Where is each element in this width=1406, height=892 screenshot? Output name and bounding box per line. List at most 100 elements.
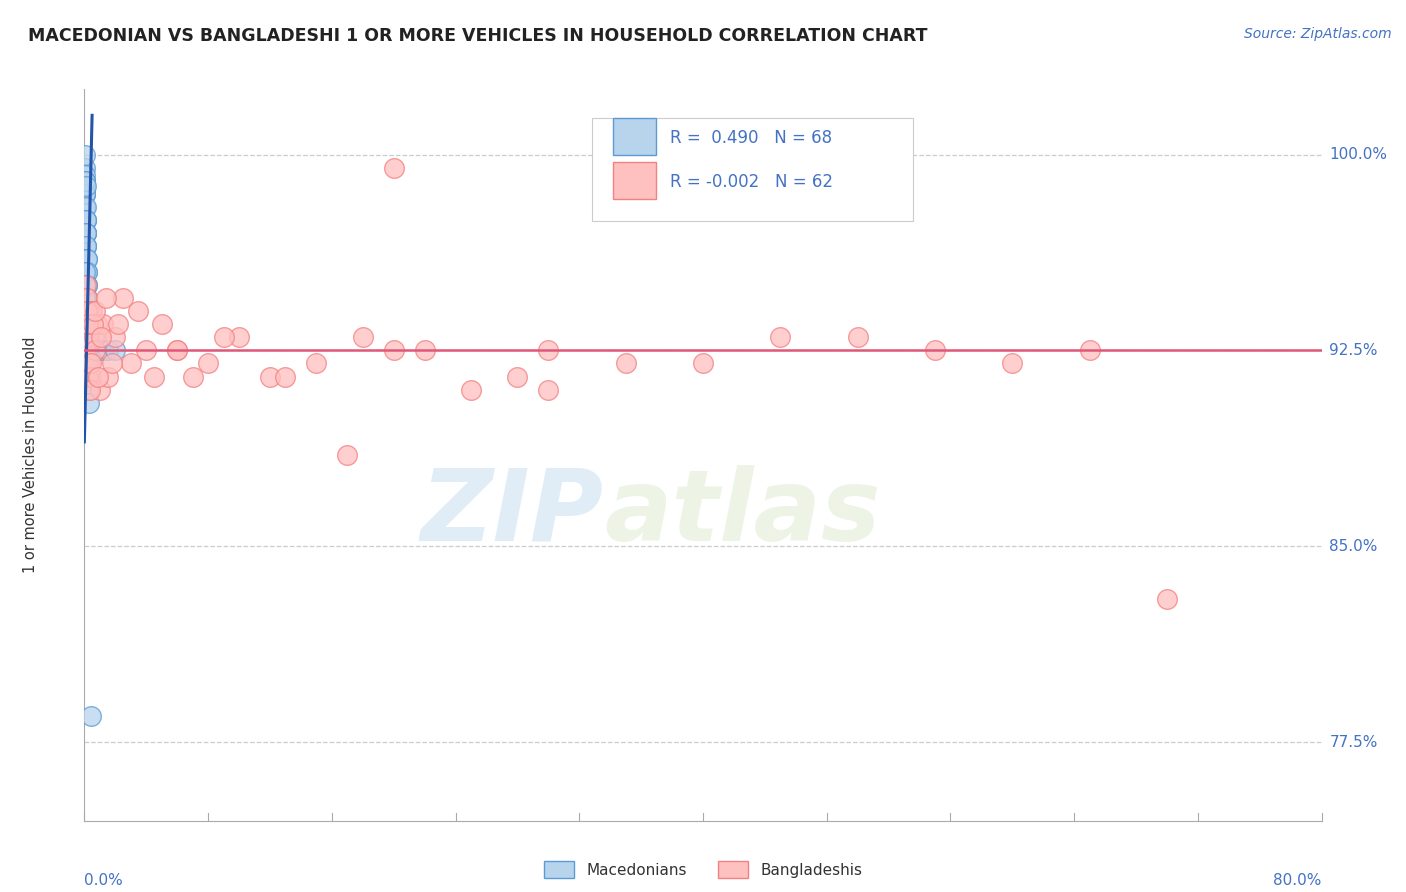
Point xyxy=(91,318,114,332)
Point xyxy=(79,383,101,397)
Point xyxy=(79,304,101,318)
Point xyxy=(75,278,97,293)
Point xyxy=(76,252,98,266)
Point xyxy=(76,252,98,266)
Text: 100.0%: 100.0% xyxy=(1330,147,1388,162)
Point xyxy=(924,343,946,358)
Point xyxy=(75,212,97,227)
Point xyxy=(77,330,100,344)
Point xyxy=(77,318,100,332)
Point xyxy=(75,318,97,332)
Point xyxy=(75,330,97,344)
Point xyxy=(86,343,108,358)
Point xyxy=(75,200,97,214)
Text: 80.0%: 80.0% xyxy=(1274,873,1322,888)
Point xyxy=(1001,357,1024,371)
Point xyxy=(77,318,100,332)
Point xyxy=(77,330,100,344)
Point xyxy=(75,265,97,279)
Point xyxy=(75,343,97,358)
Text: R =  0.490   N = 68: R = 0.490 N = 68 xyxy=(669,129,832,147)
Point xyxy=(75,169,97,183)
Point xyxy=(76,265,98,279)
Point xyxy=(692,357,714,371)
Text: MACEDONIAN VS BANGLADESHI 1 OR MORE VEHICLES IN HOUSEHOLD CORRELATION CHART: MACEDONIAN VS BANGLADESHI 1 OR MORE VEHI… xyxy=(28,27,928,45)
Point xyxy=(83,330,105,344)
Point xyxy=(75,226,97,240)
Point xyxy=(75,310,97,324)
Point xyxy=(73,174,96,188)
Point xyxy=(352,330,374,344)
Point xyxy=(166,343,188,358)
Point xyxy=(382,161,405,175)
Point xyxy=(91,343,114,358)
Point xyxy=(76,278,98,293)
Point xyxy=(75,304,97,318)
Point xyxy=(75,212,97,227)
Text: atlas: atlas xyxy=(605,465,880,562)
Point xyxy=(120,357,142,371)
Point xyxy=(460,383,482,397)
Point xyxy=(73,291,96,305)
Point xyxy=(75,178,97,193)
Point xyxy=(614,357,637,371)
Point xyxy=(73,186,96,201)
Point xyxy=(75,226,97,240)
Point xyxy=(259,369,281,384)
Point xyxy=(75,226,97,240)
Point xyxy=(769,330,792,344)
Point xyxy=(75,178,97,193)
Point xyxy=(336,448,359,462)
Point xyxy=(181,369,204,384)
Text: 92.5%: 92.5% xyxy=(1330,343,1378,358)
Point xyxy=(537,383,560,397)
Point xyxy=(846,330,869,344)
Text: Source: ZipAtlas.com: Source: ZipAtlas.com xyxy=(1244,27,1392,41)
Point xyxy=(96,369,118,384)
Point xyxy=(75,174,97,188)
Point xyxy=(76,369,98,384)
Point xyxy=(77,383,100,397)
Text: ZIP: ZIP xyxy=(420,465,605,562)
Point xyxy=(76,304,98,318)
FancyBboxPatch shape xyxy=(592,119,914,221)
Point xyxy=(84,343,107,358)
Point xyxy=(77,318,100,332)
Point xyxy=(75,186,97,201)
Point xyxy=(84,304,107,318)
Point xyxy=(75,212,97,227)
Point xyxy=(75,239,97,253)
Bar xyxy=(613,119,657,155)
Point xyxy=(75,291,97,305)
Point xyxy=(104,343,127,358)
Point xyxy=(94,291,117,305)
Point xyxy=(305,357,328,371)
Point xyxy=(89,343,111,358)
Point xyxy=(506,369,529,384)
Text: 77.5%: 77.5% xyxy=(1330,735,1378,750)
Point xyxy=(73,304,96,318)
Point xyxy=(127,304,149,318)
Point xyxy=(79,369,101,384)
Point xyxy=(75,325,97,339)
Point xyxy=(1156,591,1178,606)
Point xyxy=(73,147,96,161)
Point xyxy=(90,330,112,344)
Point xyxy=(75,278,97,293)
Point xyxy=(76,304,98,318)
Point xyxy=(1078,343,1101,358)
Point xyxy=(75,318,97,332)
Point xyxy=(537,343,560,358)
Point xyxy=(166,343,188,358)
Point xyxy=(82,304,104,318)
Point xyxy=(75,252,97,266)
Point xyxy=(75,186,97,201)
Text: 1 or more Vehicles in Household: 1 or more Vehicles in Household xyxy=(22,336,38,574)
Point xyxy=(96,343,118,358)
Point xyxy=(112,291,135,305)
Point xyxy=(76,330,98,344)
Point xyxy=(82,343,104,358)
Point xyxy=(87,369,110,384)
Point xyxy=(75,226,97,240)
Point xyxy=(76,341,98,355)
